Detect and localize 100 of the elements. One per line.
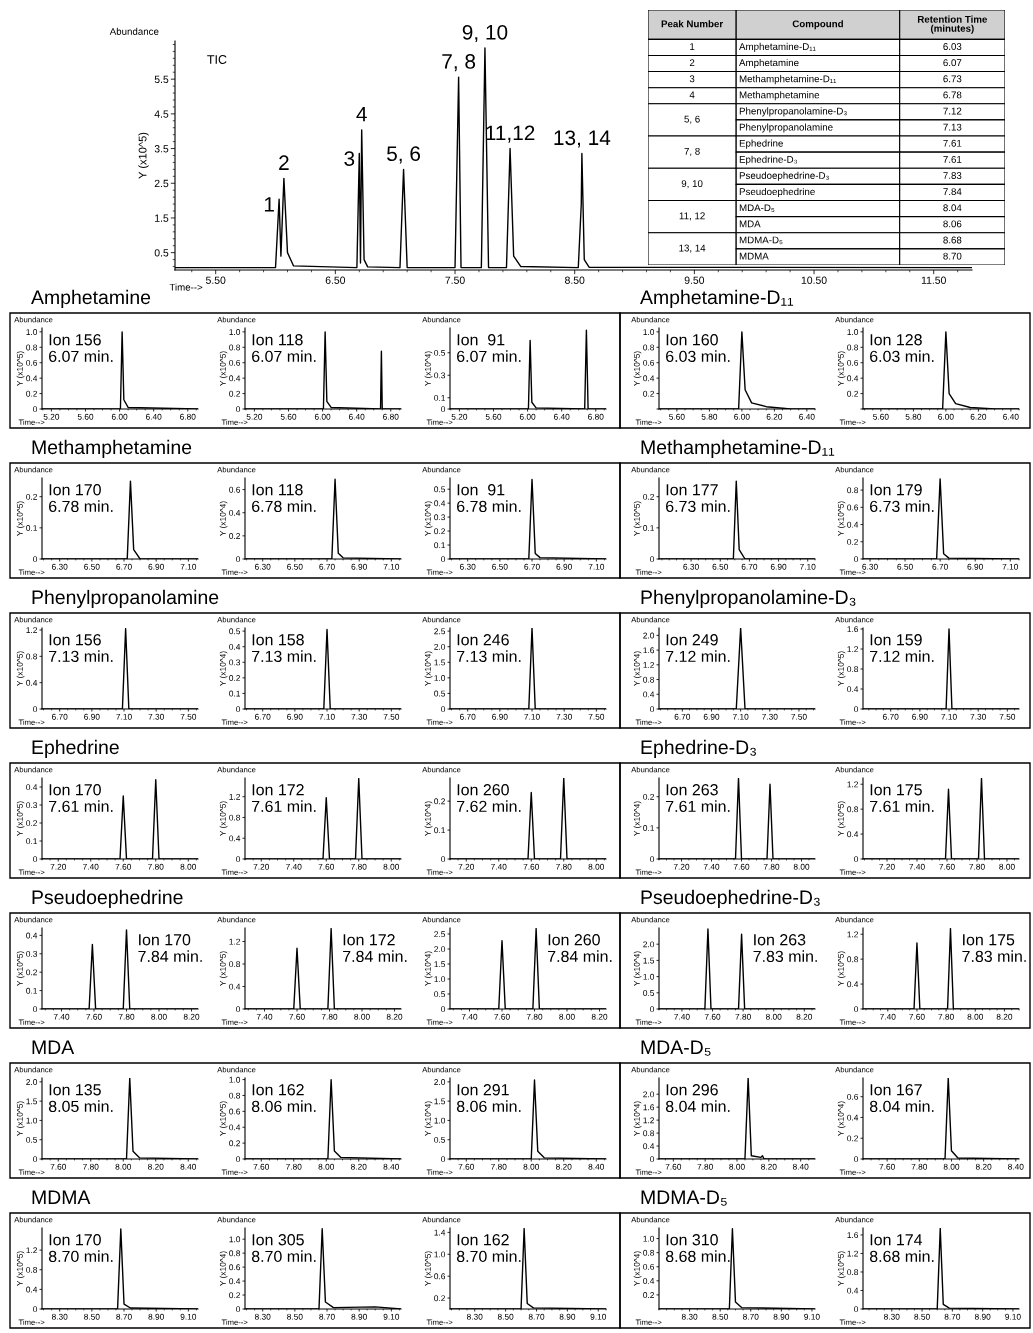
text: 2 — [689, 59, 695, 67]
text: 9, 10 — [681, 180, 703, 189]
x-tick-label: 8.20 — [183, 1013, 200, 1020]
y-tick-label: 0.8 — [847, 1269, 859, 1276]
x-tick-label: 6.90 — [84, 713, 100, 720]
y-axis-title: Y (x10^4) — [219, 501, 228, 536]
y-axis-title: Y (x10^5) — [16, 1251, 25, 1286]
annotation: Ion 249 7.12 min. — [666, 634, 730, 662]
y-tick-label: 1.0 — [229, 1076, 241, 1083]
annotation: Ion 118 6.07 min. — [252, 334, 316, 363]
x-tick-label: 7.60 — [318, 863, 335, 870]
y-tick-label: 0.1 — [26, 987, 38, 994]
x-tick-label: 6.70 — [116, 563, 132, 570]
y-tick-label: 1.5 — [26, 1098, 38, 1105]
x-tick-label: 7.50 — [999, 713, 1016, 720]
y-axis-title: Y (x10^4) — [837, 1101, 846, 1136]
x-tick-label: 7.60 — [939, 863, 955, 870]
y-tick-label: 1.5 — [643, 957, 655, 964]
x-tick-label: 7.40 — [491, 863, 507, 870]
chart-subtitle: MDMA — [32, 1190, 91, 1204]
y-tick-label: 0.6 — [643, 1263, 655, 1270]
annotation: Ion 175 7.83 min. — [962, 934, 1026, 963]
text: 4 — [689, 91, 695, 99]
y-tick-label: 1.0 — [229, 329, 241, 335]
y-tick-label: 0.4 — [26, 784, 38, 791]
x-tick-label: 8.50 — [287, 1313, 303, 1320]
y-tick-label: 1.2 — [643, 1117, 654, 1124]
chart-subtitle: Phenylpropanolamine-D₃ — [641, 589, 856, 608]
x-tick-label: 6.20 — [766, 413, 783, 420]
y-tick-label: 0.8 — [229, 814, 241, 821]
x-tick-label: 8.20 — [796, 1013, 813, 1020]
x-tick-label: 7.80 — [735, 1013, 751, 1020]
x-tick-label: 6.30 — [460, 563, 476, 570]
y-axis-title: Y (x10^5) — [138, 132, 149, 179]
x-tick-label: 8.90 — [559, 1313, 576, 1320]
x-tick-label: 6.70 — [460, 713, 476, 720]
y-axis-title: Y (x10^4) — [424, 1101, 433, 1136]
x-tick-label: 7.50 — [383, 713, 400, 720]
y-axis-title: Y (x10^5) — [837, 351, 846, 386]
y-tick-label: 0.5 — [434, 991, 446, 998]
x-tick-label: 7.30 — [351, 713, 367, 720]
annotation: Ion 162 8.70 min. — [456, 1234, 521, 1263]
text: Ephedrine-D₃ — [739, 155, 798, 165]
y-tick-label: 0.8 — [229, 1250, 241, 1257]
x-tick-label: 8.00 — [765, 1013, 782, 1020]
y-axis-title: Y (x10^5) — [837, 1251, 846, 1286]
x-tick-label: 8.50 — [565, 276, 585, 284]
y-tick-label: 0.1 — [26, 525, 38, 531]
y-tick-label: 0.8 — [229, 1092, 241, 1099]
annotation: Ion 135 8.05 min. — [48, 1084, 113, 1113]
y-axis-title: Y (x10^5) — [633, 351, 642, 386]
y-tick-label: 0 — [854, 556, 859, 563]
text: 7, 8 — [684, 147, 700, 156]
y-tick-label: 0.4 — [847, 521, 859, 528]
annotation: Ion 177 6.73 min. — [666, 484, 730, 513]
y-tick-label: 0 — [854, 1006, 859, 1013]
annotation: Ion 167 8.04 min. — [869, 1084, 934, 1113]
x-tick-label: 6.00 — [111, 413, 128, 420]
text: MDA-D₅ — [739, 204, 775, 212]
y-tick-label: 1.2 — [643, 662, 654, 668]
x-tick-label: 5.60 — [485, 413, 502, 420]
text: Pseudoephedrine — [739, 187, 815, 197]
x-tick-label: 8.20 — [148, 1163, 164, 1170]
y-axis-title: Y (x10^4) — [633, 801, 642, 836]
text: Amphetamine — [739, 58, 799, 69]
x-tick-label: 6.70 — [741, 563, 758, 570]
y-tick-label: 0.6 — [229, 359, 241, 366]
y-tick-label: 0.2 — [434, 1295, 445, 1302]
text: 1 — [690, 43, 695, 50]
y-tick-label: 0.8 — [643, 1130, 655, 1137]
annotation: Ion 128 6.03 min. — [870, 334, 934, 363]
y-tick-label: 0.5 — [434, 486, 446, 493]
x-tick-label: 8.20 — [591, 1013, 608, 1020]
y-tick-label: 0.6 — [847, 1093, 859, 1100]
category-label: Compound — [792, 20, 843, 30]
y-tick-label: 0 — [854, 856, 859, 863]
y-tick-label: 0.1 — [434, 542, 446, 549]
x-tick-label: 7.80 — [526, 1013, 543, 1020]
y-tick-label: 0 — [650, 1156, 655, 1163]
y-axis-title: Y (x10^4) — [633, 1101, 642, 1136]
annotation: Ion 179 6.73 min. — [870, 484, 934, 513]
y-tick-label: 0.3 — [434, 372, 446, 379]
x-tick-label: 6.30 — [255, 563, 271, 570]
chart-subtitle: Methamphetamine-D₁₁ — [641, 439, 835, 458]
annotation: Ion 91 6.78 min. — [457, 484, 521, 513]
text: 7.13 — [943, 123, 962, 131]
y-tick-label: 0.5 — [643, 990, 655, 996]
x-tick-label: 5.60 — [77, 413, 94, 420]
x-tick-label: 6.50 — [492, 563, 508, 570]
x-tick-label: 8.30 — [254, 1313, 271, 1320]
x-tick-label: 7.60 — [289, 1013, 305, 1020]
x-tick-label: 7.10 — [1002, 563, 1019, 570]
x-tick-label: 7.40 — [703, 863, 720, 870]
y-tick-label: 0.4 — [229, 1278, 241, 1285]
text: Time--> — [169, 283, 203, 291]
y-tick-label: 0 — [33, 706, 38, 713]
text: 7.61 — [943, 139, 962, 147]
y-tick-label: 1.5 — [155, 214, 169, 222]
y-tick-label: 0.2 — [26, 820, 37, 827]
annotation: Ion 172 7.84 min. — [343, 934, 407, 963]
